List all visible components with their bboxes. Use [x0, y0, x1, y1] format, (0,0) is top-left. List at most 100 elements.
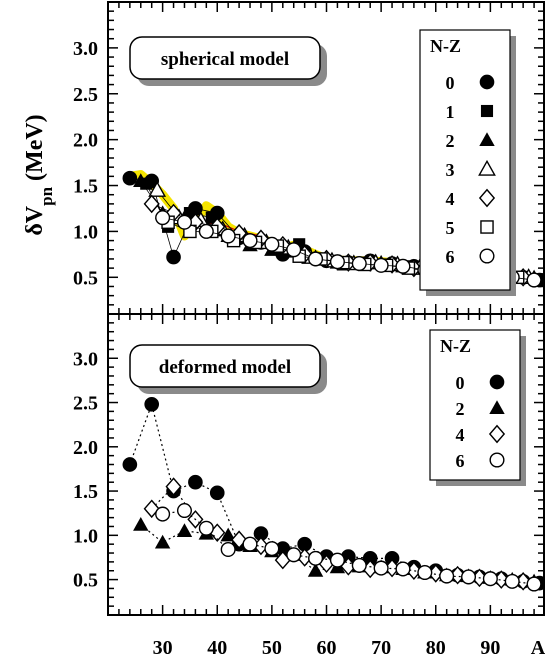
data-point	[144, 396, 160, 412]
y-tick-label: 3.0	[73, 348, 98, 370]
x-tick-label: 60	[317, 637, 337, 659]
data-point	[373, 257, 389, 273]
legend-label: 0	[456, 373, 465, 393]
legend-label: 2	[446, 131, 455, 151]
data-point	[154, 534, 171, 549]
data-point	[176, 503, 192, 519]
data-point	[242, 233, 258, 249]
data-point	[198, 223, 214, 239]
data-point	[165, 477, 182, 496]
data-point	[417, 564, 433, 581]
data-point	[395, 258, 411, 274]
data-point	[351, 557, 367, 573]
data-point	[351, 256, 367, 272]
legend-marker	[479, 132, 495, 147]
data-point	[220, 541, 236, 558]
x-tick-label: 50	[262, 637, 282, 659]
series-6	[155, 503, 542, 592]
data-point	[264, 236, 280, 252]
x-tick-label: 30	[153, 637, 173, 659]
x-axis-label: A	[531, 637, 545, 659]
title-badge	[129, 36, 321, 80]
y-tick-label: 1.0	[73, 525, 98, 547]
legend-marker	[479, 248, 495, 264]
top-panel: 0.5 1.0 1.5 2.0 2.5 3.0 spherical model N-Z 0 1 2 3…	[73, 1, 545, 315]
legend-title: N-Z	[440, 336, 471, 356]
data-point	[307, 563, 324, 577]
legend-marker	[489, 400, 505, 415]
data-point	[133, 173, 149, 187]
data-point	[155, 210, 171, 226]
data-point	[176, 523, 193, 537]
data-point	[198, 520, 214, 536]
data-point	[176, 214, 192, 230]
data-point	[148, 180, 167, 197]
chart-title: deformed model	[159, 357, 291, 378]
y-tick-label: 2.0	[73, 437, 98, 459]
legend-label: 2	[456, 399, 465, 419]
y-tick-label: 2.0	[73, 130, 98, 152]
data-point	[220, 228, 236, 244]
data-point	[461, 569, 477, 585]
data-point	[526, 576, 542, 592]
legend-label: 3	[446, 160, 455, 180]
data-point	[439, 568, 455, 584]
data-point	[329, 254, 345, 270]
data-point	[264, 541, 280, 557]
data-point	[286, 242, 302, 258]
legend-marker	[480, 104, 494, 118]
legend-marker	[478, 159, 496, 176]
legend-marker	[489, 374, 505, 390]
legend-label: 1	[446, 102, 455, 122]
x-tick-label: 90	[480, 637, 500, 659]
data-point	[526, 272, 542, 288]
data-point	[242, 536, 258, 552]
data-point	[155, 506, 171, 522]
y-tick-label: 0.5	[73, 267, 98, 289]
data-point	[504, 573, 520, 589]
y-tick-label: 2.5	[73, 393, 98, 415]
legend-box	[429, 329, 521, 481]
y-tick-label: 1.0	[73, 221, 98, 243]
x-tick-label: 80	[426, 637, 446, 659]
legend-label: 4	[446, 189, 455, 209]
data-point	[122, 457, 138, 472]
data-point	[286, 547, 302, 563]
legend-marker	[488, 424, 506, 444]
bottom-panel: 0.5 1.0 1.5 2.0 2.5 3.0 deformed model N-Z 0 2 4 6	[73, 313, 545, 616]
legend-label: 6	[456, 451, 465, 471]
data-point	[308, 550, 324, 566]
legend-label: 4	[456, 425, 465, 445]
data-point	[308, 251, 324, 267]
data-point	[166, 249, 181, 265]
data-point	[329, 552, 345, 568]
data-point	[209, 485, 225, 501]
title-badge	[129, 344, 321, 388]
data-point	[122, 170, 138, 186]
legend-label: 0	[446, 73, 455, 93]
data-point	[133, 517, 149, 531]
legend-marker	[479, 74, 495, 90]
legend-marker	[480, 220, 494, 234]
legend-marker	[489, 452, 505, 468]
x-tick-label: 40	[207, 637, 227, 659]
data-point	[188, 474, 203, 490]
y-tick-label: 1.5	[73, 481, 98, 503]
legend-marker	[478, 188, 496, 208]
y-tick-label: 2.5	[73, 84, 98, 106]
y-axis-label: δVpn (MeV)	[22, 114, 56, 235]
x-tick-label: 70	[371, 637, 391, 659]
legend-title: N-Z	[430, 36, 461, 56]
data-point	[373, 560, 389, 576]
y-tick-label: 0.5	[73, 570, 98, 592]
chart-title: spherical model	[161, 49, 289, 70]
y-tick-label: 3.0	[73, 38, 98, 60]
legend-label: 5	[446, 218, 455, 238]
data-point	[143, 194, 160, 214]
data-point	[482, 571, 498, 587]
y-tick-label: 1.5	[73, 176, 98, 198]
data-point	[395, 561, 411, 577]
legend-label: 6	[446, 247, 455, 267]
